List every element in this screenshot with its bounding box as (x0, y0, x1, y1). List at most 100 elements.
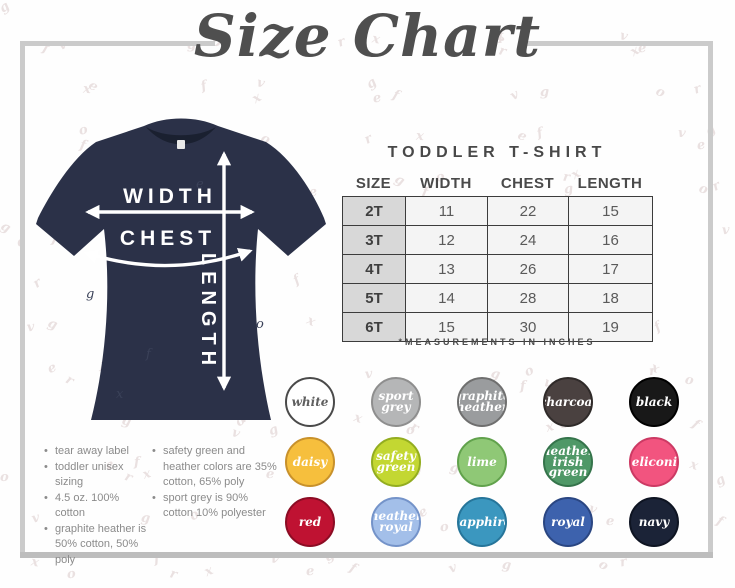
swatch-label: charcoal (545, 394, 593, 409)
note-item: sport grey is 90% cotton 10% polyester (152, 491, 280, 522)
tshirt-neck-tag (177, 140, 185, 149)
swatch-heather-royal: heather royal (371, 497, 421, 547)
shirt-texture-letter: e (196, 177, 204, 192)
size-cell: 3T (342, 225, 406, 255)
watermark-letter: o (0, 469, 9, 486)
swatch-label: graphite heather (457, 389, 507, 414)
watermark-letter: o (66, 566, 77, 583)
watermark-letter: g (363, 74, 380, 93)
watermark-letter: v (507, 87, 522, 104)
width-cell: 13 (405, 254, 488, 284)
table-row: 2T 11 22 15 (342, 196, 653, 226)
watermark-letter: f (346, 560, 359, 577)
table-row: 4T 13 26 17 (342, 254, 653, 284)
table-row: 6T 15 30 19 (342, 312, 653, 342)
product-notes-left: tear away label toddler unisex sizing 4.… (44, 444, 152, 568)
frame-border-top-left (20, 41, 215, 46)
width-label: WIDTH (123, 185, 217, 208)
length-cell: 17 (568, 254, 653, 284)
column-header-width: WIDTH (420, 174, 472, 192)
table-row: 3T 12 24 16 (342, 225, 653, 255)
watermark-letter: e (695, 137, 707, 154)
shirt-texture-letter: x (116, 387, 124, 402)
watermark-letter: v (30, 510, 42, 527)
swatch-label: heather irish green (543, 443, 593, 480)
page-title: Size Chart (193, 2, 542, 70)
swatch-royal: royal (543, 497, 593, 547)
note-item: tear away label (44, 444, 152, 460)
column-header-size: SIZE (355, 174, 392, 192)
watermark-letter: f (651, 319, 664, 336)
swatch-label: white (291, 394, 329, 409)
watermark-letter: x (648, 360, 662, 377)
swatch-label: royal (551, 514, 585, 529)
watermark-letter: v (255, 75, 267, 92)
note-item: 4.5 oz. 100% cotton (44, 491, 152, 522)
frame-border-top-right (523, 41, 713, 46)
watermark-letter: v (721, 222, 730, 239)
swatch-heliconia: heliconia (629, 437, 679, 487)
swatch-red: red (285, 497, 335, 547)
tshirt-silhouette (36, 118, 326, 420)
watermark-letter: e (515, 127, 530, 146)
watermark-letter: g (501, 557, 512, 574)
swatch-white: white (285, 377, 335, 427)
swatch-black: black (629, 377, 679, 427)
note-item: toddler unisex sizing (44, 460, 152, 491)
chest-cell: 30 (487, 312, 569, 342)
watermark-letter: o (595, 556, 611, 575)
width-cell: 14 (405, 283, 488, 313)
size-cell: 5T (342, 283, 406, 313)
chest-cell: 28 (487, 283, 569, 313)
length-cell: 15 (568, 196, 653, 226)
tshirt-collar (146, 127, 216, 145)
watermark-letter: e (371, 90, 383, 107)
frame-border-left (20, 41, 25, 557)
chest-cell: 26 (487, 254, 569, 284)
frame-border-bottom (20, 552, 713, 558)
chest-label: CHEST (120, 227, 216, 250)
watermark-letter: f (535, 125, 545, 142)
swatch-charcoal: charcoal (543, 377, 593, 427)
watermark-letter: f (689, 416, 703, 433)
size-table: 2T 11 22 15 3T 12 24 16 4T 13 26 17 5T 1… (342, 196, 653, 342)
column-header-length: LENGTH (577, 174, 643, 192)
swatch-label: sport grey (378, 389, 414, 414)
shirt-texture-letter: o (256, 317, 264, 332)
watermark-letter: g (540, 85, 550, 100)
swatch-label: lime (467, 454, 497, 469)
swatch-sport-grey: sport grey (371, 377, 421, 427)
watermark-letter: o (683, 372, 695, 389)
swatch-label: red (298, 514, 322, 529)
watermark-letter: e (305, 563, 315, 580)
swatch-daisy: daisy (285, 437, 335, 487)
swatch-graphite-heather: graphite heather (457, 377, 507, 427)
column-header-chest: CHEST (500, 174, 555, 192)
width-cell: 11 (405, 196, 488, 226)
shirt-texture-letter: f (145, 347, 153, 362)
frame-border-right (708, 41, 713, 557)
swatch-label: black (635, 394, 673, 409)
watermark-letter: x (687, 457, 700, 474)
length-cell: 16 (568, 225, 653, 255)
chest-cell: 24 (487, 225, 569, 255)
watermark-letter: x (202, 563, 216, 580)
width-cell: 15 (405, 312, 488, 342)
table-column-headers: SIZE WIDTH CHEST LENGTH (342, 171, 652, 195)
length-label: LENGTH (197, 253, 219, 371)
watermark-letter: g (713, 471, 729, 490)
measurements-footnote: *MEASUREMENTS IN INCHES (398, 337, 596, 347)
swatch-label: safety green (376, 449, 416, 474)
swatch-navy: navy (629, 497, 679, 547)
watermark-letter: x (82, 81, 92, 98)
table-heading: TODDLER T-SHIRT (387, 144, 607, 161)
swatch-label: navy (638, 514, 670, 529)
size-cell: 2T (342, 196, 406, 226)
length-cell: 19 (568, 312, 653, 342)
size-cell: 6T (342, 312, 406, 342)
watermark-letter: g (0, 218, 14, 237)
swatch-lime: lime (457, 437, 507, 487)
width-cell: 12 (405, 225, 488, 255)
watermark-letter: r (691, 81, 704, 98)
watermark-letter: v (677, 125, 687, 142)
